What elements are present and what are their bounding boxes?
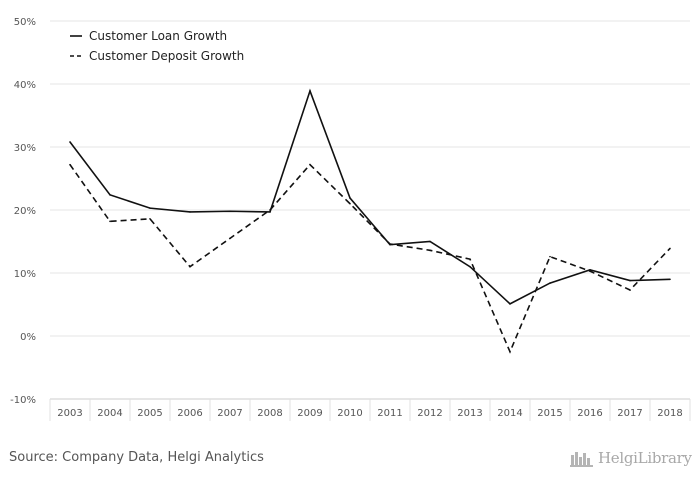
data-point xyxy=(149,218,151,220)
data-point xyxy=(269,209,271,211)
data-point xyxy=(469,258,471,260)
x-tick-label: 2009 xyxy=(297,408,322,419)
source-note: Source: Company Data, Helgi Analytics xyxy=(9,450,264,465)
series-line-deposit-growth xyxy=(69,163,671,354)
data-point xyxy=(229,237,231,240)
x-tick-label: 2003 xyxy=(57,408,82,419)
x-tick-label: 2007 xyxy=(217,408,242,419)
library-icon xyxy=(570,452,593,467)
x-tick-label: 2004 xyxy=(97,408,122,419)
data-point xyxy=(349,197,351,199)
data-point xyxy=(109,220,111,223)
x-tick-label: 2011 xyxy=(377,408,402,419)
data-point xyxy=(589,270,591,272)
data-point xyxy=(669,247,671,250)
data-point xyxy=(309,90,311,92)
x-tick-label: 2012 xyxy=(417,408,442,419)
x-tick-label: 2014 xyxy=(497,408,522,419)
data-point xyxy=(669,278,671,281)
data-point xyxy=(389,243,391,245)
brand-name: HelgiLibrary xyxy=(598,449,692,467)
x-tick-label: 2006 xyxy=(177,408,202,419)
data-point xyxy=(349,202,351,205)
brand-logo: HelgiLibrary xyxy=(570,449,692,467)
data-point xyxy=(69,163,71,166)
data-point xyxy=(269,211,271,213)
y-tick-label: 50% xyxy=(14,17,36,28)
data-point xyxy=(189,211,191,213)
legend: Customer Loan Growth Customer Deposit Gro… xyxy=(70,29,244,63)
x-tick-label: 2017 xyxy=(617,408,642,419)
x-tick-label: 2010 xyxy=(337,408,362,419)
data-point xyxy=(429,240,431,243)
y-tick-label: 0% xyxy=(20,332,36,343)
y-tick-label: 40% xyxy=(14,80,36,91)
x-tick-label: 2016 xyxy=(577,408,602,419)
data-point xyxy=(109,194,111,196)
data-point xyxy=(309,163,311,166)
x-axis: 2003 2004 2005 2006 2007 2008 2009 2010 2011 2012… xyxy=(49,398,691,421)
data-point xyxy=(429,249,431,252)
data-point xyxy=(69,141,71,143)
series-line-loan-growth xyxy=(69,88,671,305)
x-tick-label: 2013 xyxy=(457,408,482,419)
legend-label: Customer Deposit Growth xyxy=(89,49,244,63)
gridlines xyxy=(50,20,690,400)
x-tick-label: 2005 xyxy=(137,408,162,419)
line-chart: -10%0%10%20%30%40%50% 2003 2004 2005 2006 20… xyxy=(10,17,691,421)
x-tick-label: 2008 xyxy=(257,408,282,419)
x-tick-label: 2015 xyxy=(537,408,562,419)
y-tick-label: 20% xyxy=(14,206,36,217)
data-point xyxy=(149,207,151,209)
series-lines xyxy=(69,88,671,354)
y-tick-label: -10% xyxy=(10,395,36,406)
legend-label: Customer Loan Growth xyxy=(89,29,227,43)
data-point xyxy=(549,255,551,258)
y-tick-label: 10% xyxy=(14,269,36,280)
data-point xyxy=(469,265,471,268)
data-point xyxy=(189,265,191,268)
y-tick-label: 30% xyxy=(14,143,36,154)
y-axis: -10% 0% 10% 20% 30% 40% 50% xyxy=(10,17,36,406)
data-point xyxy=(509,350,511,353)
data-point xyxy=(509,303,511,305)
data-point xyxy=(629,289,631,291)
data-point xyxy=(229,210,231,213)
data-point xyxy=(549,282,551,284)
data-point xyxy=(629,279,631,282)
x-tick-label: 2018 xyxy=(657,408,682,419)
